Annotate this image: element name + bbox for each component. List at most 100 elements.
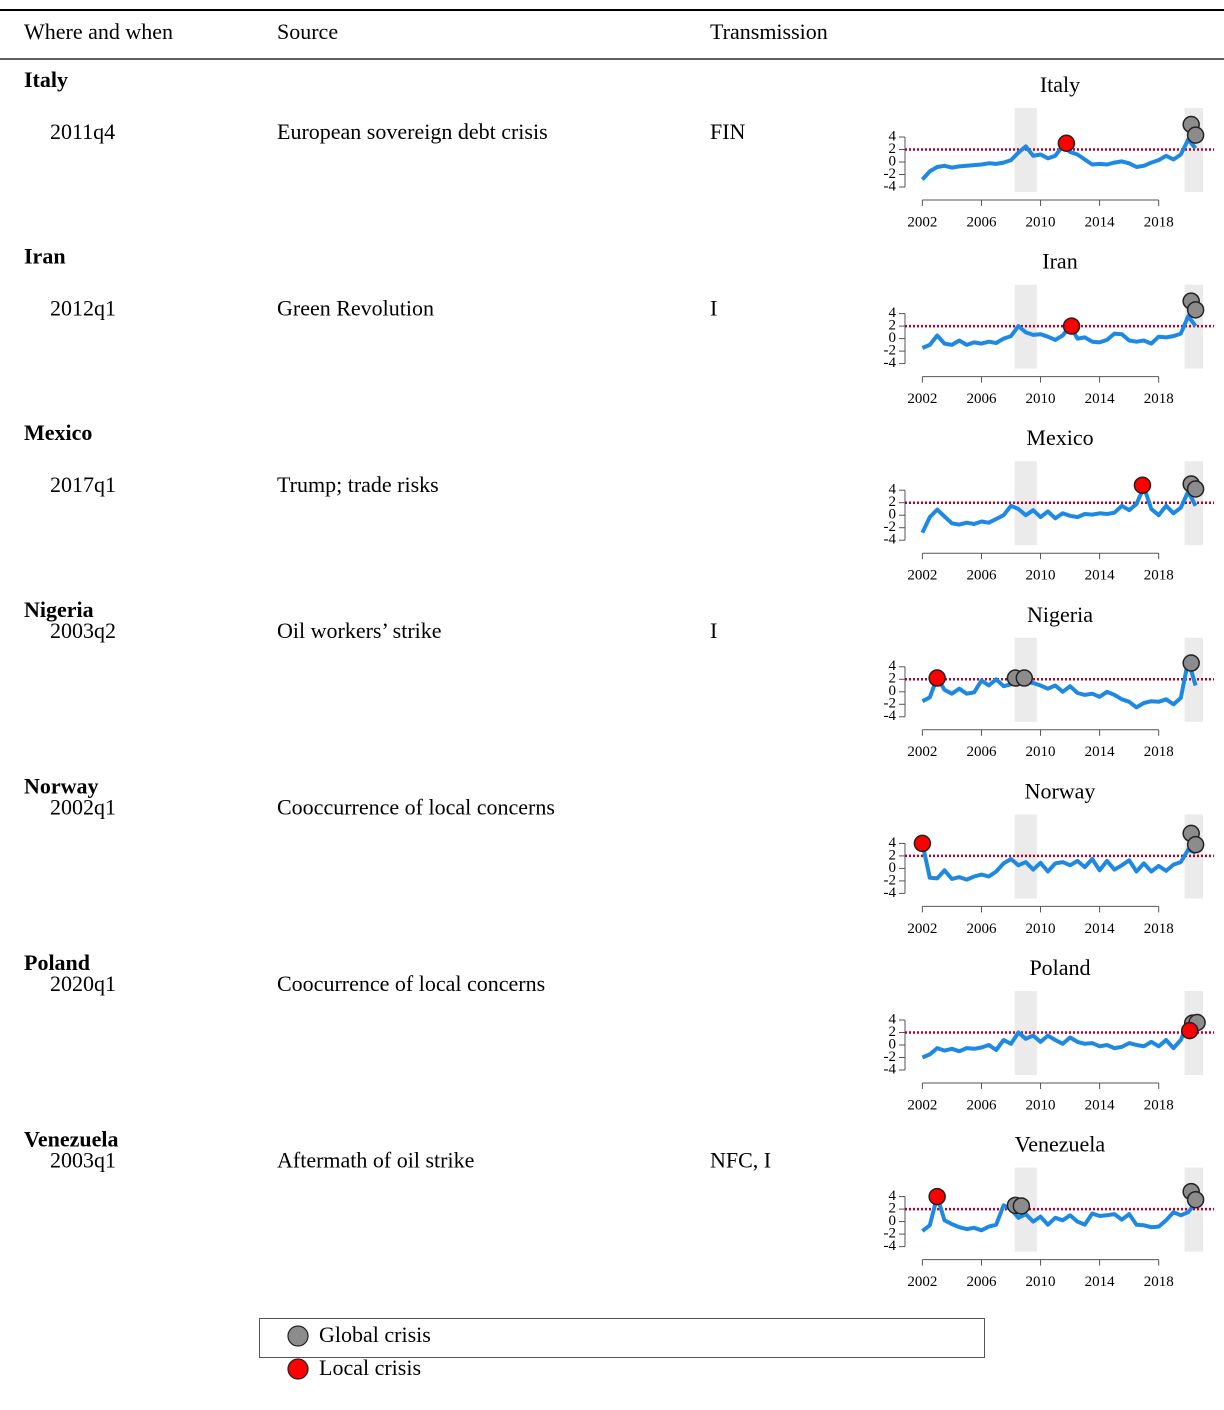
y-tick-label: 0 bbox=[889, 330, 897, 346]
country: Venezuela bbox=[24, 1127, 119, 1152]
transmission: I bbox=[710, 618, 717, 643]
local-crisis-marker bbox=[928, 1187, 946, 1206]
when: 2020q1 bbox=[50, 971, 116, 996]
column-header: Transmission bbox=[710, 19, 828, 44]
local-crisis-marker bbox=[1133, 476, 1152, 494]
x-tick-label: 2010 bbox=[1026, 214, 1056, 230]
y-tick-label: 4 bbox=[889, 482, 897, 498]
legend-box bbox=[259, 1318, 985, 1358]
series-line bbox=[920, 137, 1198, 181]
y-tick-label: -2 bbox=[884, 519, 897, 535]
x-tick-label: 2014 bbox=[1085, 1097, 1116, 1113]
transmission: NFC, I bbox=[710, 1148, 771, 1173]
global-crisis-marker bbox=[1015, 669, 1034, 687]
global-crisis-marker bbox=[1012, 1197, 1031, 1215]
series-line bbox=[921, 1194, 1198, 1233]
y-tick-label: 4 bbox=[889, 128, 897, 144]
chart-title: Nigeria bbox=[1027, 602, 1093, 627]
y-tick-label: 4 bbox=[889, 1188, 897, 1204]
x-tick-label: 2002 bbox=[907, 391, 937, 407]
chart-title: Norway bbox=[1025, 778, 1096, 803]
chart-title: Italy bbox=[1040, 72, 1080, 97]
y-tick-label: -4 bbox=[884, 1061, 897, 1077]
x-tick-label: 2002 bbox=[907, 921, 937, 937]
local-crisis-marker bbox=[1180, 1021, 1199, 1040]
y-tick-label: 2 bbox=[889, 671, 897, 687]
transmission: I bbox=[710, 296, 717, 321]
x-tick-label: 2014 bbox=[1085, 921, 1116, 937]
chart-title: Venezuela bbox=[1015, 1132, 1106, 1157]
y-tick-label: 0 bbox=[889, 507, 897, 523]
y-tick-label: 2 bbox=[889, 494, 897, 510]
y-tick-label: 4 bbox=[889, 305, 897, 321]
y-tick-label: -2 bbox=[884, 343, 897, 359]
source: Green Revolution bbox=[277, 296, 434, 321]
global-crisis-marker bbox=[1186, 480, 1205, 498]
x-tick-label: 2018 bbox=[1144, 1274, 1174, 1290]
y-tick-label: -4 bbox=[884, 532, 897, 548]
when: 2003q1 bbox=[50, 1148, 116, 1173]
global-crisis-marker bbox=[1186, 835, 1205, 854]
country: Italy bbox=[24, 67, 68, 92]
when: 2011q4 bbox=[50, 119, 115, 144]
y-tick-label: -2 bbox=[884, 1226, 897, 1242]
source: Trump; trade risks bbox=[277, 472, 439, 497]
y-tick-label: -4 bbox=[884, 355, 897, 371]
local-crisis-marker bbox=[913, 834, 932, 853]
y-tick-label: 2 bbox=[889, 1024, 897, 1040]
series-line bbox=[921, 314, 1198, 350]
y-tick-label: 0 bbox=[889, 683, 897, 699]
x-tick-label: 2002 bbox=[907, 568, 937, 584]
column-header: Source bbox=[277, 19, 338, 44]
x-tick-label: 2002 bbox=[907, 744, 937, 760]
y-tick-label: 4 bbox=[889, 658, 897, 674]
y-tick-label: -2 bbox=[884, 1049, 897, 1065]
x-tick-label: 2014 bbox=[1085, 391, 1116, 407]
local-crisis-marker bbox=[928, 669, 946, 687]
source: European sovereign debt crisis bbox=[277, 119, 548, 144]
y-tick-label: -2 bbox=[884, 696, 897, 712]
chart-title: Poland bbox=[1029, 955, 1090, 980]
column-header: Where and when bbox=[24, 19, 173, 44]
global-crisis-marker bbox=[1186, 1190, 1205, 1209]
x-tick-label: 2010 bbox=[1026, 391, 1056, 407]
source: Coocurrence of local concerns bbox=[277, 971, 545, 996]
x-tick-label: 2010 bbox=[1026, 1274, 1056, 1290]
country: Poland bbox=[24, 950, 90, 975]
global-crisis-marker bbox=[1182, 654, 1200, 672]
when: 2012q1 bbox=[50, 296, 116, 321]
x-tick-label: 2002 bbox=[907, 1097, 937, 1113]
x-tick-label: 2010 bbox=[1026, 568, 1056, 584]
x-tick-label: 2010 bbox=[1026, 1097, 1056, 1113]
country: Nigeria bbox=[24, 597, 94, 622]
x-tick-label: 2018 bbox=[1144, 391, 1174, 407]
y-tick-label: -4 bbox=[884, 708, 897, 724]
x-tick-label: 2018 bbox=[1144, 744, 1174, 760]
x-tick-label: 2002 bbox=[907, 1274, 937, 1290]
y-tick-label: 2 bbox=[889, 847, 897, 863]
when: 2017q1 bbox=[50, 472, 116, 497]
y-tick-label: -4 bbox=[884, 178, 897, 194]
x-tick-label: 2014 bbox=[1085, 1274, 1116, 1290]
x-tick-label: 2018 bbox=[1144, 1097, 1174, 1113]
y-tick-label: 2 bbox=[889, 1201, 897, 1217]
series-line bbox=[920, 842, 1197, 882]
y-tick-label: -4 bbox=[884, 885, 897, 901]
x-tick-label: 2014 bbox=[1085, 744, 1116, 760]
y-tick-label: -2 bbox=[884, 166, 897, 182]
when: 2002q1 bbox=[50, 794, 116, 819]
source: Aftermath of oil strike bbox=[277, 1148, 474, 1173]
when: 2003q2 bbox=[50, 618, 116, 643]
chart-title: Mexico bbox=[1026, 425, 1093, 450]
y-tick-label: 0 bbox=[889, 860, 897, 876]
legend-label: Local crisis bbox=[319, 1355, 421, 1380]
y-tick-label: 0 bbox=[889, 1213, 897, 1229]
y-tick-label: 2 bbox=[889, 141, 897, 157]
x-tick-label: 2014 bbox=[1085, 568, 1116, 584]
y-tick-label: 4 bbox=[889, 835, 897, 851]
transmission: FIN bbox=[710, 119, 746, 144]
y-tick-label: -4 bbox=[884, 1238, 897, 1254]
legend-marker bbox=[287, 1325, 309, 1347]
x-tick-label: 2002 bbox=[907, 214, 937, 230]
y-tick-label: 0 bbox=[889, 1036, 897, 1052]
